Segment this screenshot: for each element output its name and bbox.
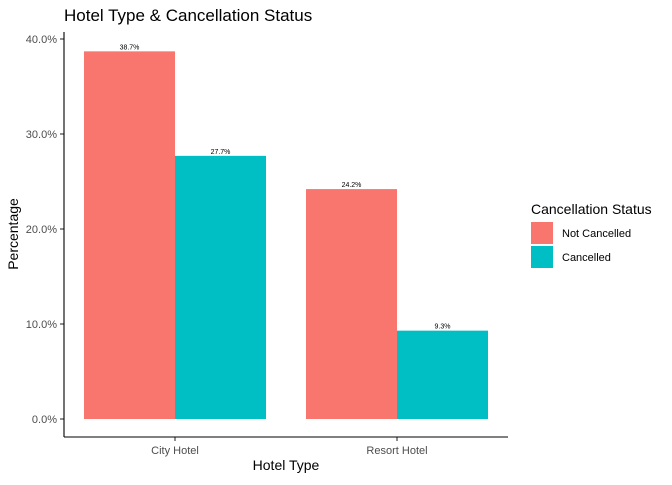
y-axis-ticks: 0.0% 10.0% 20.0% 30.0% 40.0% bbox=[26, 34, 64, 426]
legend-title: Cancellation Status bbox=[531, 201, 652, 217]
bar-cancelled-city-hotel bbox=[175, 155, 266, 419]
bar-data-label: 27.7% bbox=[211, 149, 231, 156]
bar-not-cancelled-city-hotel bbox=[84, 51, 175, 419]
y-tick-label: 10.0% bbox=[26, 319, 57, 331]
legend-key-not-cancelled bbox=[531, 222, 553, 244]
bar-cancelled-resort-hotel bbox=[397, 330, 488, 419]
bar-data-label: 38.7% bbox=[120, 44, 140, 51]
bar-data-label: 24.2% bbox=[342, 182, 362, 189]
chart-title: Hotel Type & Cancellation Status bbox=[64, 6, 312, 25]
x-tick-label: City Hotel bbox=[151, 445, 199, 457]
x-tick-label: Resort Hotel bbox=[366, 445, 427, 457]
y-tick-label: 0.0% bbox=[32, 414, 57, 426]
bar-not-cancelled-resort-hotel bbox=[306, 189, 397, 419]
x-axis-ticks: City Hotel Resort Hotel bbox=[151, 437, 428, 457]
legend: Cancellation Status Not Cancelled Cancell… bbox=[531, 201, 652, 268]
bars bbox=[84, 51, 488, 419]
x-axis-label: Hotel Type bbox=[253, 457, 320, 473]
y-axis-label: Percentage bbox=[5, 198, 21, 270]
legend-label: Not Cancelled bbox=[562, 228, 631, 240]
y-tick-label: 20.0% bbox=[26, 224, 57, 236]
y-tick-label: 40.0% bbox=[26, 34, 57, 46]
bar-data-labels: 38.7% 27.7% 24.2% 9.3% bbox=[120, 44, 451, 330]
y-tick-label: 30.0% bbox=[26, 129, 57, 141]
legend-label: Cancelled bbox=[562, 252, 611, 264]
legend-key-cancelled bbox=[531, 246, 553, 268]
bar-data-label: 9.3% bbox=[435, 324, 451, 331]
